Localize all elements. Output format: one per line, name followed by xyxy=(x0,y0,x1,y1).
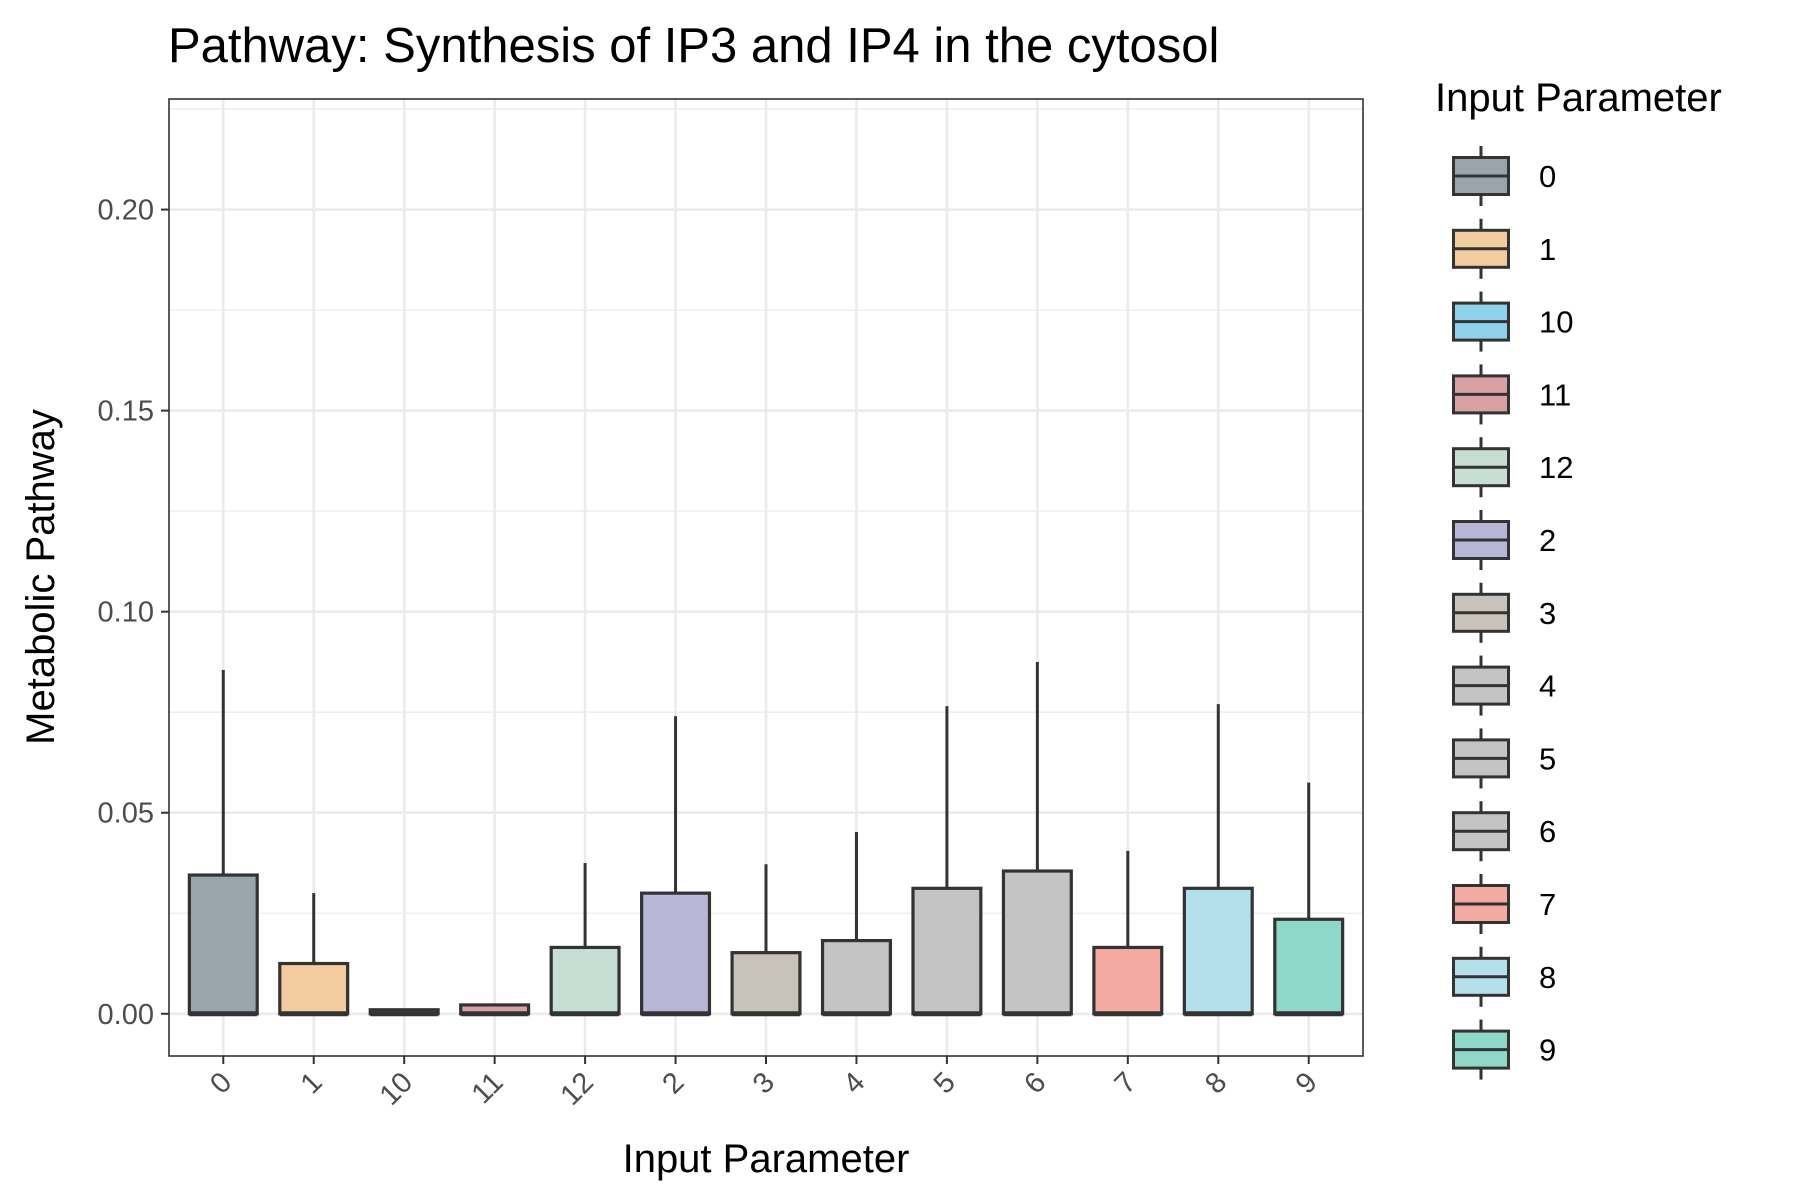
legend-item-0: 0 xyxy=(1452,146,1556,206)
y-tick-label: 0.05 xyxy=(98,798,154,830)
boxplot-group xyxy=(187,661,1345,1017)
box-7 xyxy=(1092,850,1164,1017)
y-axis: 0.00 0.05 0.10 0.15 0.20 xyxy=(98,195,169,1031)
box-1 xyxy=(278,893,350,1017)
legend-title: Input Parameter xyxy=(1435,76,1722,120)
y-axis-title: Metabolic Pathway xyxy=(19,409,63,745)
x-axis-title: Input Parameter xyxy=(623,1137,910,1181)
legend-item-6: 6 xyxy=(1452,801,1556,862)
box-body xyxy=(820,938,892,1016)
box-body xyxy=(187,873,259,1016)
box-body xyxy=(730,951,802,1016)
box-body xyxy=(640,891,712,1016)
box-body xyxy=(549,945,621,1016)
legend-item-8: 8 xyxy=(1452,946,1556,1007)
box-6 xyxy=(1001,661,1073,1017)
box-5 xyxy=(911,706,983,1017)
box-body xyxy=(1001,869,1073,1016)
legend-items: 0 1 10 11 12 2 3 4 5 6 7 8 9 xyxy=(1452,146,1573,1080)
box-0 xyxy=(187,669,259,1017)
chart-title: Pathway: Synthesis of IP3 and IP4 in the… xyxy=(168,19,1219,73)
legend: Input Parameter 0 1 10 11 12 2 3 4 5 6 7 8 9 xyxy=(1435,76,1722,1080)
box-11 xyxy=(459,1003,531,1017)
legend-item-12: 12 xyxy=(1452,437,1573,498)
legend-item-2: 2 xyxy=(1452,510,1556,570)
legend-item-4: 4 xyxy=(1452,655,1556,716)
legend-label: 4 xyxy=(1539,669,1556,704)
legend-label: 6 xyxy=(1539,814,1556,849)
legend-label: 2 xyxy=(1539,523,1556,558)
box-8 xyxy=(1182,704,1254,1017)
legend-label: 7 xyxy=(1539,887,1556,922)
legend-label: 0 xyxy=(1539,159,1556,194)
box-12 xyxy=(549,862,621,1017)
box-body xyxy=(278,961,350,1016)
box-3 xyxy=(730,864,802,1017)
y-tick-label: 0.10 xyxy=(98,597,154,629)
box-body xyxy=(911,886,983,1016)
box-9 xyxy=(1273,782,1345,1017)
legend-item-7: 7 xyxy=(1452,874,1556,934)
y-tick-label: 0.00 xyxy=(98,999,154,1031)
box-body xyxy=(1092,945,1164,1016)
legend-label: 9 xyxy=(1539,1033,1556,1068)
y-tick-label: 0.20 xyxy=(98,195,154,227)
box-body xyxy=(1273,917,1345,1016)
box-4 xyxy=(820,832,892,1017)
legend-label: 3 xyxy=(1539,596,1556,631)
legend-label: 11 xyxy=(1539,377,1571,412)
legend-label: 8 xyxy=(1539,960,1556,995)
legend-item-9: 9 xyxy=(1452,1019,1556,1080)
y-tick-label: 0.15 xyxy=(98,396,154,428)
box-body xyxy=(1182,886,1254,1016)
legend-label: 12 xyxy=(1539,450,1573,485)
legend-label: 1 xyxy=(1539,232,1556,267)
legend-label: 10 xyxy=(1539,305,1573,340)
legend-label: 5 xyxy=(1539,741,1556,776)
legend-item-1: 1 xyxy=(1452,218,1556,279)
legend-item-11: 11 xyxy=(1452,364,1571,425)
box-2 xyxy=(640,716,712,1017)
legend-item-5: 5 xyxy=(1452,728,1556,789)
legend-item-10: 10 xyxy=(1452,291,1573,352)
box-10 xyxy=(368,1008,440,1017)
legend-item-3: 3 xyxy=(1452,582,1556,643)
